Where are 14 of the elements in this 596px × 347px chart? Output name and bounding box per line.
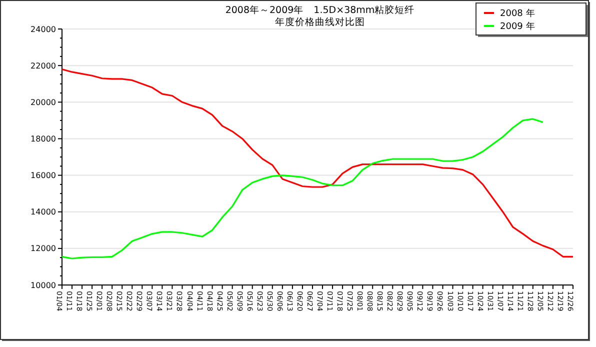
y-tick-label: 10000 [30, 280, 56, 290]
legend-label: 2008 年 [500, 8, 535, 20]
y-tick-label: 14000 [30, 208, 56, 217]
line-series [61, 68, 574, 258]
y-tick-label: 20000 [30, 98, 56, 107]
line-series [61, 118, 544, 260]
y-tick-label: 24000 [30, 24, 56, 34]
y-tick-label: 22000 [30, 61, 56, 70]
chart-title: 2008年～2009年 1.5D×38mm粘胶短纤 [225, 4, 415, 16]
y-tick-label: 18000 [30, 134, 56, 144]
y-tick-label: 16000 [30, 171, 56, 180]
chart-subtitle: 年度价格曲线对比图 [275, 16, 365, 28]
legend-label: 2009 年 [500, 21, 535, 32]
y-tick-label: 12000 [30, 244, 56, 254]
